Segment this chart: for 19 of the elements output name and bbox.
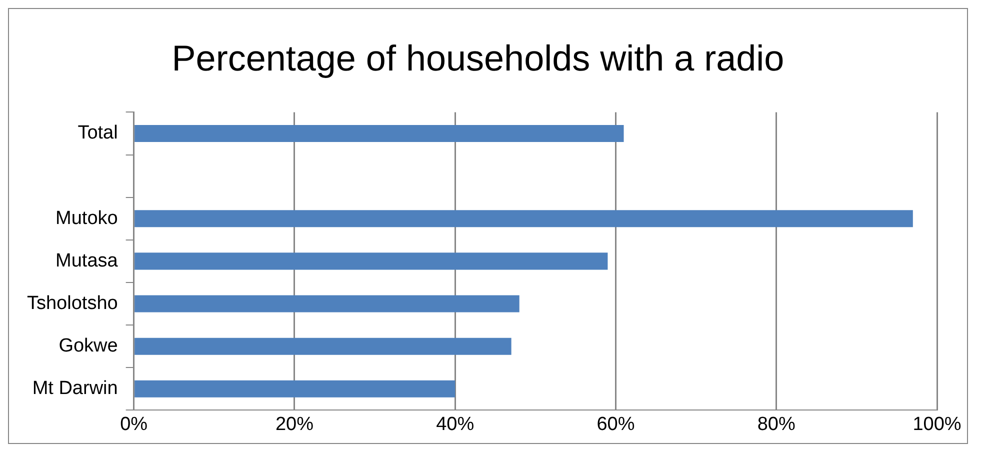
y-tick-label: Tsholotsho xyxy=(26,293,118,314)
bar xyxy=(134,252,608,270)
bar xyxy=(134,295,520,312)
chart-title: Percentage of households with a radio xyxy=(172,38,784,79)
x-tick-label: 100% xyxy=(912,414,962,435)
bar xyxy=(134,210,913,228)
x-tick-label: 60% xyxy=(596,414,635,435)
bar xyxy=(134,124,624,142)
y-tick-label: Total xyxy=(78,122,118,144)
bar xyxy=(134,338,512,355)
y-tick-label: Mutoko xyxy=(56,208,118,229)
x-tick-label: 80% xyxy=(757,414,796,435)
bar xyxy=(134,380,456,398)
x-tick-label: 40% xyxy=(436,414,474,435)
y-tick-label: Mt Darwin xyxy=(32,378,118,400)
x-tick-label: 20% xyxy=(275,414,314,435)
y-tick-label: Mutasa xyxy=(56,250,118,272)
y-tick-label: Gokwe xyxy=(58,336,118,357)
x-tick-label: 0% xyxy=(120,414,148,435)
